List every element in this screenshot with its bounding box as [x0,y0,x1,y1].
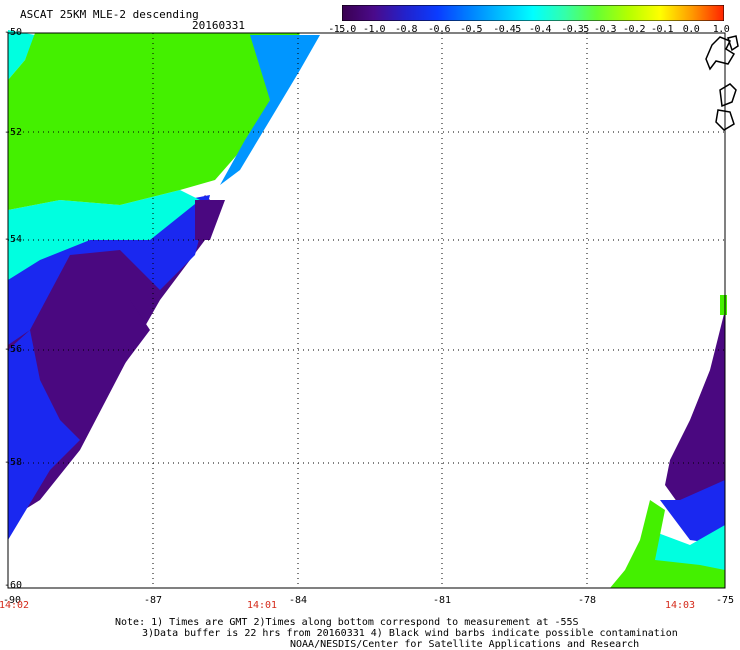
note-line-2: 3)Data buffer is 22 hrs from 20160331 4)… [142,628,678,639]
right-swath-blue [660,480,725,545]
lat-label: -60 [4,580,23,591]
lat-label: -54 [4,234,23,245]
lat-label: -52 [4,127,23,138]
lat-label: -56 [4,344,23,355]
swath-cyan [8,30,35,80]
note-line-1: Note: 1) Times are GMT 2)Times along bot… [115,617,579,628]
swath-purple-core [40,300,150,410]
land-fragment [715,109,735,131]
time-label: 14:03 [664,600,696,611]
left-swath [8,30,320,540]
lon-label: -87 [143,595,163,606]
colorbar-labels: -15.0 -1.0 -0.8 -0.6 -0.5 -0.45 -0.4 -0.… [328,24,732,36]
colorbar-label: -0.5 [459,24,483,35]
swath-green [8,33,300,210]
lon-label: -90 [2,595,22,606]
land-fragment [727,35,739,52]
lat-label: -50 [4,27,23,38]
lon-label: -75 [715,595,735,606]
colorbar-label: -0.8 [394,24,418,35]
colorbar-label: 0.0 [682,24,700,35]
colorbar-label: -0.6 [427,24,451,35]
colorbar [342,5,724,21]
swath-blue-lower [8,330,80,540]
colorbar-label: -0.2 [622,24,646,35]
colorbar-label: 1.0 [712,24,730,35]
right-swath-green-top [720,295,727,315]
map-title: ASCAT 25KM MLE-2 descending [20,8,199,21]
land-fragment [719,83,737,108]
colorbar-label: -0.4 [528,24,552,35]
coastline [705,35,739,131]
colorbar-label: -0.35 [561,24,589,35]
colorbar-label: -15.0 [328,24,356,35]
note-line-3: NOAA/NESDIS/Center for Satellite Applica… [290,639,640,650]
right-swath-purple [665,310,725,520]
time-label: 14:02 [0,600,30,611]
right-swath [610,295,727,588]
frame-border [7,32,726,589]
map-date: 20160331 [192,19,245,32]
lon-label: -78 [577,595,597,606]
lon-label: -84 [288,595,308,606]
colorbar-label: -1.0 [362,24,386,35]
colorbar-label: -0.45 [493,24,521,35]
lat-label: -58 [4,457,23,468]
lon-label: -81 [432,595,452,606]
time-label: 14:01 [246,600,278,611]
swath-lightblue-edge [220,35,320,185]
colorbar-gradient [342,5,724,21]
colorbar-label: -0.3 [593,24,617,35]
colorbar-label: -0.1 [650,24,674,35]
swath-purple-top [195,200,225,240]
right-swath-green [610,500,725,588]
swath-cyan-mid [8,190,200,280]
plot-frame [7,32,726,589]
